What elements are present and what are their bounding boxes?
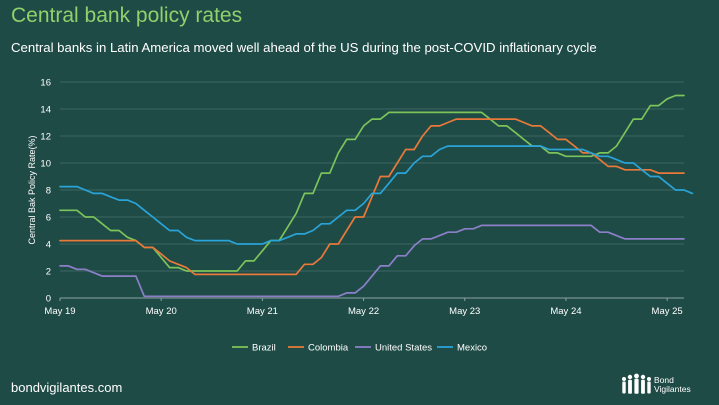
y-tick-label: 16: [40, 78, 51, 89]
chart-subtitle: Central banks in Latin America moved wel…: [11, 40, 597, 55]
legend-label-united-states: United States: [375, 343, 432, 354]
series-line-colombia: [59, 118, 685, 276]
x-tick-label: May 20: [146, 306, 177, 317]
series-line-brazil: [59, 94, 685, 272]
y-tick-label: 2: [46, 267, 51, 278]
brand-line-1: Bond: [654, 375, 674, 385]
x-tick-label: May 23: [449, 306, 480, 317]
legend-label-brazil: Brazil: [252, 343, 276, 354]
y-tick-label: 4: [46, 240, 51, 251]
y-tick-label: 8: [46, 186, 51, 197]
people-logo-icon: [622, 373, 651, 394]
footer-website: bondvigilantes.com: [11, 380, 123, 395]
x-tick-label: May 21: [247, 306, 278, 317]
brand-logo: Bond Vigilantes: [620, 372, 715, 400]
legend-label-colombia: Colombia: [308, 343, 349, 354]
x-tick-label: May 24: [550, 306, 581, 317]
legend-label-mexico: Mexico: [457, 343, 487, 354]
x-tick-label: May 19: [44, 306, 75, 317]
y-tick-label: 10: [40, 159, 51, 170]
x-tick-label: May 25: [652, 306, 683, 317]
y-tick-label: 14: [40, 105, 51, 116]
x-tick-label: May 22: [348, 306, 379, 317]
chart-title: Central bank policy rates: [11, 4, 243, 27]
series-line-united-states: [59, 224, 685, 298]
y-axis-label: Central Bak Policy Rate(%): [27, 135, 37, 244]
brand-line-2: Vigilantes: [654, 384, 691, 394]
series-line-mexico: [59, 145, 694, 245]
y-tick-label: 0: [46, 294, 51, 305]
y-tick-label: 12: [40, 132, 51, 143]
y-tick-label: 6: [46, 213, 51, 224]
